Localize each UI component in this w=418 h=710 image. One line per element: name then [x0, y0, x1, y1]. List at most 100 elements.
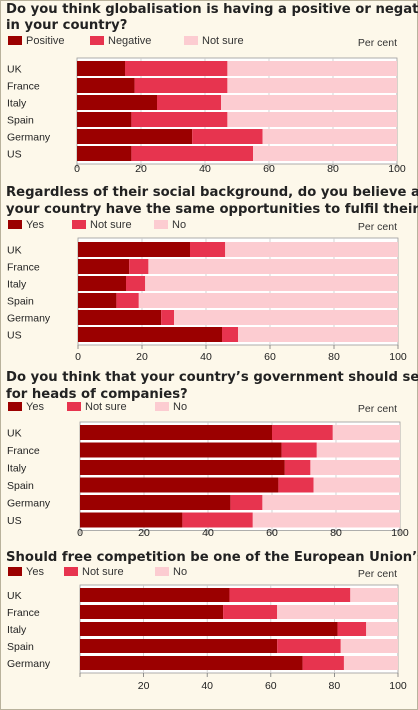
x-tick-label: 0	[75, 351, 81, 363]
bar-segment	[77, 112, 132, 127]
legend-label: Negative	[108, 35, 151, 47]
bar-segment	[80, 442, 282, 458]
bar-segment	[262, 495, 400, 510]
bar-segment	[340, 639, 398, 653]
bar-segment	[182, 512, 253, 528]
legend-swatch	[72, 220, 86, 229]
x-tick-label: 20	[135, 163, 147, 175]
bar-segment	[227, 112, 397, 127]
bar-segment	[116, 293, 139, 308]
x-tick-label: 0	[77, 527, 83, 539]
category-label: France	[7, 262, 40, 274]
bar-segment	[161, 310, 174, 325]
chart-title-line: for heads of companies?	[6, 387, 188, 402]
category-label: Germany	[7, 658, 51, 670]
bar-segment	[174, 310, 398, 325]
category-label: France	[7, 81, 40, 93]
category-label: Spain	[7, 115, 34, 127]
unit-label: Per cent	[358, 221, 397, 233]
bar-segment	[134, 78, 228, 93]
x-tick-label: 100	[389, 351, 407, 363]
x-tick-label: 60	[264, 351, 276, 363]
bar-segment	[227, 78, 397, 93]
bar-segment	[78, 293, 117, 308]
bar-segment	[148, 259, 398, 274]
chart-3: Do you think that your country’s governm…	[6, 370, 418, 539]
bar-segment	[131, 112, 228, 127]
category-label: UK	[7, 64, 22, 76]
x-tick-label: 100	[388, 163, 406, 175]
x-tick-label: 60	[263, 163, 275, 175]
bar-segment	[145, 276, 398, 291]
legend-label: Yes	[26, 219, 44, 231]
bar-segment	[80, 495, 231, 510]
bar-segment	[80, 622, 338, 636]
category-label: Germany	[7, 498, 51, 510]
bar-segment	[125, 61, 228, 76]
legend-swatch	[154, 220, 168, 229]
category-label: France	[7, 445, 40, 457]
bar-segment	[80, 588, 230, 602]
x-tick-label: 20	[138, 527, 150, 539]
category-label: Spain	[7, 296, 34, 308]
x-tick-label: 60	[265, 680, 277, 692]
chart-title-line: in your country?	[6, 18, 127, 33]
bar-segment	[129, 259, 149, 274]
legend-label: Not sure	[82, 566, 124, 578]
x-tick-label: 40	[201, 680, 213, 692]
bar-segment	[80, 605, 224, 619]
bar-segment	[366, 622, 398, 636]
category-label: US	[7, 330, 22, 342]
chart-2: Regardless of their social background, d…	[6, 185, 418, 363]
bar-segment	[223, 605, 278, 619]
bar-segment	[80, 460, 285, 475]
bar-segment	[77, 78, 135, 93]
category-label: UK	[7, 590, 22, 602]
bar-segment	[80, 425, 272, 440]
bar-segment	[252, 512, 400, 528]
category-label: UK	[7, 428, 22, 440]
chart-title-line: Do you think globalisation is having a p…	[6, 2, 418, 17]
plot-area	[79, 421, 401, 531]
bar-segment	[316, 442, 400, 458]
category-label: Germany	[7, 313, 51, 325]
legend-swatch	[155, 567, 169, 576]
unit-label: Per cent	[358, 568, 397, 580]
bar-segment	[337, 622, 367, 636]
bar-segment	[281, 442, 317, 458]
chart-title-line: Should free competition be one of the Eu…	[6, 550, 418, 565]
bar-segment	[284, 460, 311, 475]
category-label: Germany	[7, 132, 51, 144]
bar-segment	[277, 605, 398, 619]
bar-segment	[302, 656, 344, 670]
legend-label: No	[173, 566, 187, 578]
legend-label: No	[172, 219, 186, 231]
bar-segment	[78, 327, 222, 342]
x-tick-label: 100	[391, 527, 409, 539]
chart-title-line: your country have the same opportunities…	[6, 202, 418, 217]
legend-label: Not sure	[90, 219, 132, 231]
bar-segment	[78, 259, 130, 274]
bar-segment	[221, 95, 397, 110]
bar-segment	[278, 477, 314, 493]
bar-segment	[80, 512, 183, 528]
bar-segment	[190, 242, 226, 257]
legend-swatch	[155, 402, 169, 411]
bar-segment	[222, 327, 238, 342]
bar-segment	[310, 460, 400, 475]
legend-swatch	[184, 36, 198, 45]
bar-segment	[78, 310, 162, 325]
legend-swatch	[8, 567, 22, 576]
bar-segment	[272, 425, 333, 440]
x-tick-label: 40	[202, 527, 214, 539]
bar-segment	[80, 639, 278, 653]
x-tick-label: 80	[330, 527, 342, 539]
legend-label: Not sure	[85, 401, 127, 413]
bar-segment	[126, 276, 146, 291]
x-tick-label: 40	[200, 351, 212, 363]
legend-swatch	[8, 220, 22, 229]
x-tick-label: 20	[136, 351, 148, 363]
bar-segment	[277, 639, 341, 653]
chart-4: Should free competition be one of the Eu…	[6, 550, 418, 692]
